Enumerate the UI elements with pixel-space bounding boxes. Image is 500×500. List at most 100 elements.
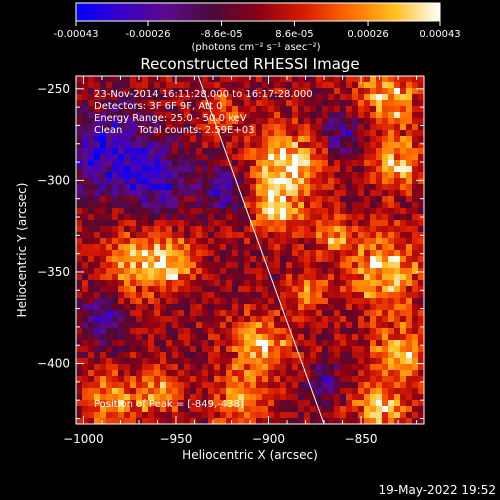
heatmap-cell bbox=[382, 172, 389, 179]
heatmap-cell bbox=[370, 274, 377, 281]
heatmap-cell bbox=[412, 238, 419, 245]
heatmap-cell bbox=[172, 268, 179, 275]
heatmap-cell bbox=[232, 334, 239, 341]
heatmap-cell bbox=[292, 286, 299, 293]
heatmap-cell bbox=[334, 190, 341, 197]
heatmap-cell bbox=[406, 136, 413, 143]
heatmap-cell bbox=[340, 268, 347, 275]
heatmap-cell bbox=[184, 418, 191, 424]
heatmap-cell bbox=[274, 214, 281, 221]
heatmap-cell bbox=[184, 262, 191, 269]
heatmap-cell bbox=[304, 244, 311, 251]
heatmap-cell bbox=[358, 202, 365, 209]
heatmap-cell bbox=[112, 292, 119, 299]
heatmap-cell bbox=[82, 130, 89, 137]
heatmap-cell bbox=[100, 328, 107, 335]
heatmap-cell bbox=[334, 268, 341, 275]
heatmap-cell bbox=[310, 352, 317, 359]
heatmap-cell bbox=[196, 172, 203, 179]
heatmap-cell bbox=[316, 418, 323, 424]
heatmap-cell bbox=[238, 172, 245, 179]
heatmap-cell bbox=[292, 346, 299, 353]
heatmap-cell bbox=[250, 412, 257, 419]
heatmap-cell bbox=[172, 394, 179, 401]
heatmap-cell bbox=[310, 106, 317, 113]
heatmap-cell bbox=[250, 256, 257, 263]
heatmap-cell bbox=[172, 232, 179, 239]
heatmap-cell bbox=[214, 400, 221, 407]
heatmap-cell bbox=[130, 358, 137, 365]
heatmap-cell bbox=[388, 178, 395, 185]
heatmap-cell bbox=[82, 256, 89, 263]
heatmap-cell bbox=[394, 394, 401, 401]
heatmap-cell bbox=[310, 88, 317, 95]
heatmap-cell bbox=[178, 316, 185, 323]
heatmap-cell bbox=[130, 238, 137, 245]
heatmap-cell bbox=[304, 82, 311, 89]
heatmap-cell bbox=[238, 88, 245, 95]
heatmap-cell bbox=[286, 310, 293, 317]
heatmap-cell bbox=[118, 238, 125, 245]
heatmap-cell bbox=[256, 118, 263, 125]
heatmap-cell bbox=[328, 376, 335, 383]
heatmap-cell bbox=[304, 130, 311, 137]
heatmap-cell bbox=[310, 214, 317, 221]
heatmap-cell bbox=[148, 268, 155, 275]
heatmap-cell bbox=[166, 358, 173, 365]
heatmap-cell bbox=[406, 400, 413, 407]
heatmap-cell bbox=[280, 364, 287, 371]
heatmap-cell bbox=[412, 190, 419, 197]
heatmap-cell bbox=[286, 94, 293, 101]
heatmap-cell bbox=[214, 220, 221, 227]
heatmap-cell bbox=[184, 412, 191, 419]
heatmap-cell bbox=[196, 226, 203, 233]
heatmap-cell bbox=[184, 268, 191, 275]
heatmap-cell bbox=[292, 268, 299, 275]
annotation-time-range: 23-Nov-2014 16:11:28.000 to 16:17:28.000 bbox=[94, 89, 313, 100]
heatmap-cell bbox=[76, 124, 83, 131]
heatmap-cell bbox=[232, 172, 239, 179]
heatmap-cell bbox=[190, 322, 197, 329]
heatmap-cell bbox=[94, 112, 101, 119]
heatmap-cell bbox=[358, 262, 365, 269]
heatmap-cell bbox=[232, 250, 239, 257]
heatmap-cell bbox=[310, 256, 317, 263]
heatmap-cell bbox=[106, 178, 113, 185]
heatmap-cell bbox=[136, 250, 143, 257]
heatmap-cell bbox=[340, 100, 347, 107]
heatmap-cell bbox=[166, 196, 173, 203]
heatmap-cell bbox=[298, 292, 305, 299]
heatmap-cell bbox=[370, 226, 377, 233]
heatmap-cell bbox=[100, 226, 107, 233]
heatmap-cell bbox=[262, 256, 269, 263]
heatmap-cell bbox=[82, 250, 89, 257]
heatmap-cell bbox=[136, 202, 143, 209]
heatmap-cell bbox=[286, 412, 293, 419]
heatmap-cell bbox=[154, 184, 161, 191]
heatmap-cell bbox=[82, 178, 89, 185]
heatmap-cell bbox=[202, 286, 209, 293]
heatmap-cell bbox=[346, 208, 353, 215]
heatmap-cell bbox=[334, 220, 341, 227]
heatmap-cell bbox=[274, 196, 281, 203]
heatmap-cell bbox=[184, 256, 191, 263]
heatmap-cell bbox=[100, 148, 107, 155]
heatmap-cell bbox=[298, 370, 305, 377]
heatmap-cell bbox=[100, 340, 107, 347]
heatmap-cell bbox=[82, 232, 89, 239]
heatmap-cell bbox=[190, 208, 197, 215]
heatmap-cell bbox=[172, 226, 179, 233]
heatmap-cell bbox=[106, 190, 113, 197]
heatmap-cell bbox=[154, 94, 161, 101]
x-tick-label: −1000 bbox=[63, 432, 104, 446]
heatmap-cell bbox=[286, 100, 293, 107]
heatmap-cell bbox=[274, 394, 281, 401]
heatmap-cell bbox=[304, 154, 311, 161]
heatmap-cell bbox=[406, 274, 413, 281]
heatmap-cell bbox=[292, 376, 299, 383]
heatmap-cell bbox=[280, 262, 287, 269]
heatmap-cell bbox=[286, 154, 293, 161]
heatmap-cell bbox=[364, 148, 371, 155]
heatmap-cell bbox=[334, 106, 341, 113]
heatmap-cell bbox=[352, 292, 359, 299]
